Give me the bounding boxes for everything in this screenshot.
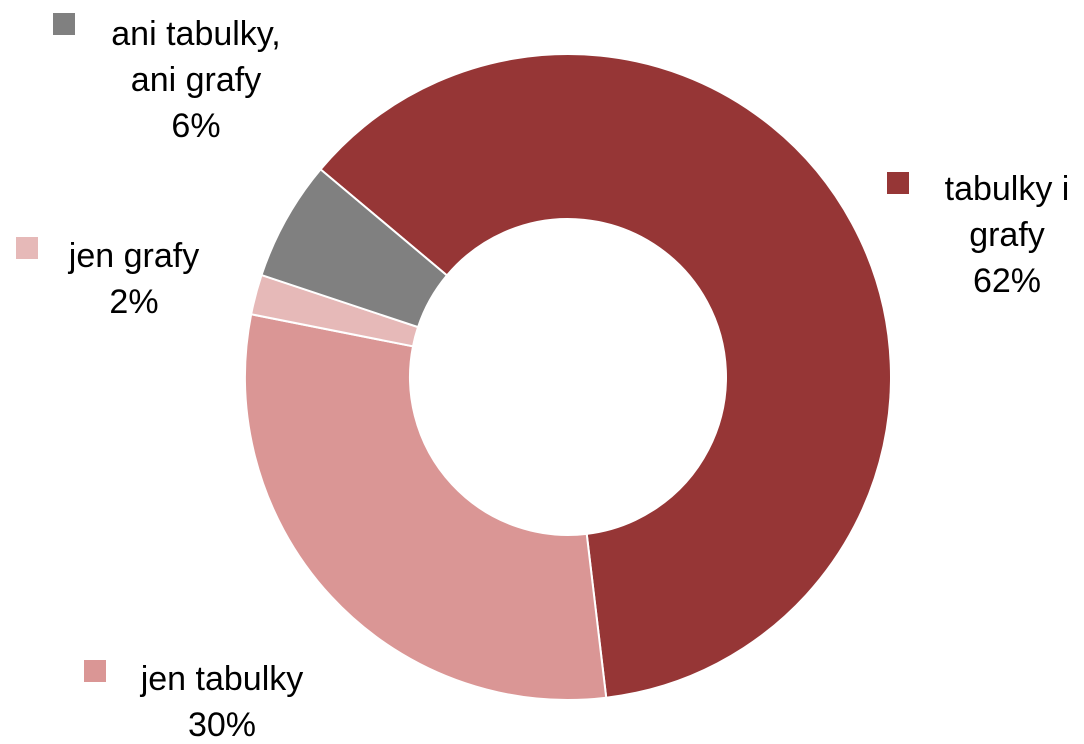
donut-slices (244, 53, 892, 701)
legend-key-ani-tabulky-ani-grafy (53, 13, 75, 35)
legend-key-jen-grafy (16, 237, 38, 259)
slice-label-text: grafy (969, 216, 1045, 254)
slice-jen-tabulky (244, 313, 608, 701)
legend-key-jen-tabulky (84, 660, 106, 682)
label-ani-tabulky-ani-grafy: ani tabulky, ani grafy 6% (53, 13, 281, 145)
slice-label-text: ani tabulky, (111, 15, 280, 53)
slice-value-label: 6% (171, 107, 220, 145)
slice-ani-tabulky-ani-grafy (260, 167, 449, 329)
label-jen-grafy: jen grafy 2% (16, 237, 199, 321)
slice-value-label: 2% (109, 283, 158, 321)
label-jen-tabulky: jen tabulky 30% (84, 660, 303, 744)
slice-label-text: jen tabulky (140, 660, 304, 698)
slice-label-text: jen grafy (68, 237, 199, 275)
legend-key-tabulky-i-grafy (887, 172, 909, 194)
label-tabulky-i-grafy: tabulky i grafy 62% (887, 170, 1069, 300)
slice-label-text: ani grafy (131, 61, 261, 99)
slice-value-label: 30% (188, 706, 256, 744)
slice-label-text: tabulky i (945, 170, 1070, 208)
slice-value-label: 62% (973, 262, 1041, 300)
data-labels: tabulky i grafy 62% jen tabulky 30% jen grafy… (16, 13, 1069, 744)
slice-tabulky-i-grafy (319, 53, 892, 699)
